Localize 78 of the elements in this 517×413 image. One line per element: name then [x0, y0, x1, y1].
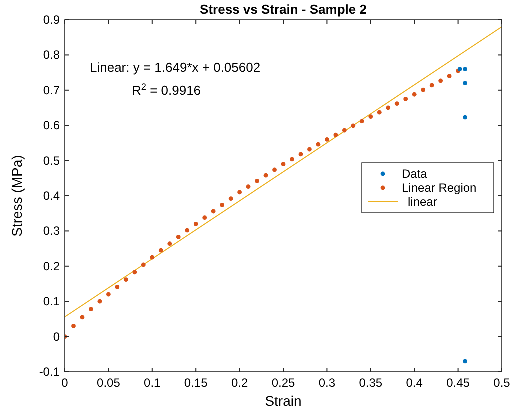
y-tick-label: 0.9 — [43, 13, 60, 27]
point — [98, 299, 102, 304]
point — [141, 262, 146, 268]
point — [255, 179, 260, 184]
point — [228, 196, 234, 202]
point — [430, 83, 434, 88]
point — [394, 102, 400, 106]
point — [132, 270, 138, 275]
y-tick-label: 0.3 — [43, 224, 60, 238]
point — [316, 142, 321, 147]
x-tick-label: 0.35 — [359, 376, 383, 390]
point — [438, 78, 444, 84]
x-tick-label: 0.05 — [97, 376, 121, 390]
legend-label: Data — [402, 167, 428, 181]
point — [72, 324, 76, 328]
point — [115, 284, 120, 290]
point — [360, 119, 364, 124]
point — [412, 92, 417, 97]
point — [194, 222, 198, 226]
point — [176, 234, 181, 240]
x-tick-label: 0.2 — [231, 376, 248, 390]
y-tick-label: -0.1 — [39, 365, 60, 379]
point — [238, 190, 242, 195]
x-tick-label: 0.45 — [446, 376, 470, 390]
point — [447, 74, 452, 79]
point — [246, 184, 251, 190]
y-tick-label: 0 — [53, 330, 60, 344]
point — [272, 168, 277, 172]
point — [308, 147, 312, 152]
y-tick-label: 0.7 — [43, 83, 60, 98]
legend-label: linear — [408, 195, 438, 209]
point — [89, 307, 94, 312]
y-tick-label: 0.1 — [43, 294, 60, 309]
point — [463, 67, 468, 72]
point — [211, 209, 216, 214]
chart-title: Stress vs Strain - Sample 2 — [200, 2, 367, 17]
point — [298, 152, 304, 157]
y-tick-label: 0.8 — [43, 48, 60, 62]
x-axis-title: Strain — [265, 393, 302, 409]
x-tick-label: 0.4 — [406, 376, 424, 390]
point — [325, 137, 330, 142]
annotation: Linear: y = 1.649*x + 0.05602 — [90, 60, 261, 75]
point — [124, 278, 128, 282]
point — [463, 359, 468, 364]
point — [386, 106, 391, 110]
x-tick-label: 0.25 — [272, 376, 296, 390]
x-tick-label: 0.15 — [184, 376, 208, 390]
point — [342, 128, 347, 133]
point — [185, 228, 190, 233]
y-tick-label: 0.6 — [43, 118, 60, 133]
point — [377, 110, 382, 115]
y-axis-title: Stress (MPa) — [9, 155, 25, 237]
y-tick-label: 0.2 — [43, 259, 60, 274]
point — [334, 132, 338, 138]
point — [80, 315, 85, 320]
point — [264, 173, 268, 178]
point — [404, 97, 408, 102]
legend-label: Linear Region — [402, 181, 477, 195]
point — [368, 114, 374, 119]
point — [150, 255, 155, 260]
x-tick-label: 0.5 — [494, 376, 511, 390]
point — [463, 115, 468, 120]
point — [281, 162, 286, 167]
x-tick-label: 0.3 — [318, 376, 336, 390]
point — [202, 216, 208, 220]
point — [351, 124, 356, 128]
y-tick-label: 0.5 — [43, 154, 60, 168]
point — [158, 248, 164, 253]
point — [168, 242, 172, 246]
point — [290, 157, 294, 162]
annotation: R$^{2}$ = 0.9916 — [132, 82, 202, 98]
point — [106, 292, 111, 297]
y-tick-label: 0.4 — [43, 189, 60, 203]
point — [220, 202, 225, 208]
x-tick-label: 0.1 — [144, 376, 162, 390]
point — [421, 88, 426, 92]
x-tick-label: 0 — [62, 376, 69, 390]
point — [463, 81, 468, 86]
